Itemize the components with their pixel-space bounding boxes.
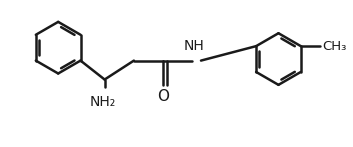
Text: O: O: [157, 89, 169, 104]
Text: NH: NH: [184, 39, 204, 53]
Text: CH₃: CH₃: [323, 40, 347, 53]
Text: NH₂: NH₂: [90, 95, 116, 109]
